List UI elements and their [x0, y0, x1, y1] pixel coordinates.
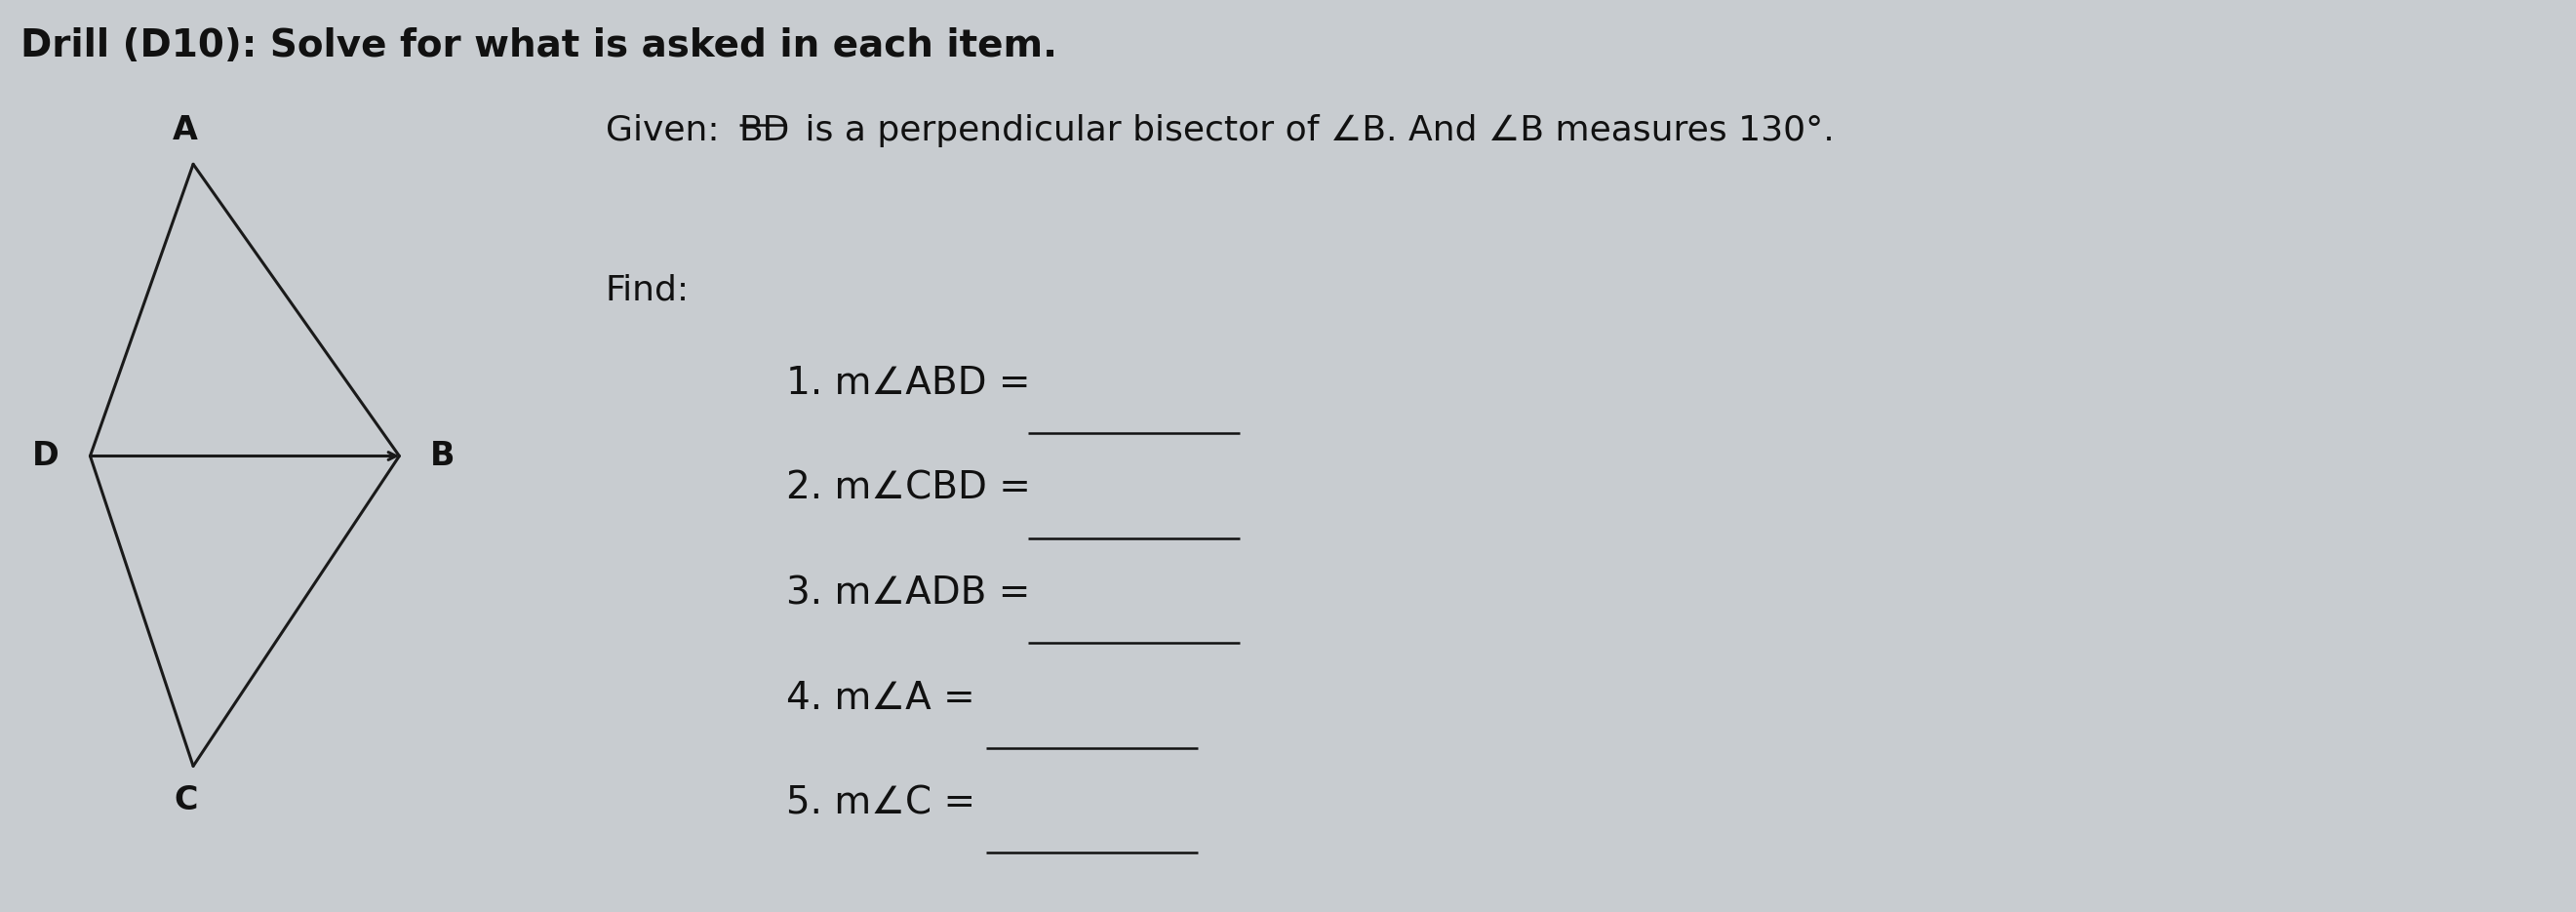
- Text: Find:: Find:: [605, 274, 690, 306]
- Text: 2. m∠CBD =: 2. m∠CBD =: [786, 470, 1043, 507]
- Text: D: D: [31, 440, 59, 472]
- Text: is a perpendicular bisector of ∠B. And ∠B measures 130°.: is a perpendicular bisector of ∠B. And ∠…: [793, 114, 1834, 147]
- Text: 1. m∠ABD =: 1. m∠ABD =: [786, 365, 1043, 402]
- Text: BD: BD: [739, 114, 791, 147]
- Text: C: C: [173, 784, 198, 816]
- Text: 5. m∠C =: 5. m∠C =: [786, 784, 987, 822]
- Text: B: B: [430, 440, 456, 472]
- Text: A: A: [173, 114, 198, 146]
- Text: Given:: Given:: [605, 114, 732, 147]
- Text: Drill (D10): Solve for what is asked in each item.: Drill (D10): Solve for what is asked in …: [21, 27, 1056, 65]
- Text: 3. m∠ADB =: 3. m∠ADB =: [786, 575, 1041, 612]
- Text: 4. m∠A =: 4. m∠A =: [786, 679, 987, 717]
